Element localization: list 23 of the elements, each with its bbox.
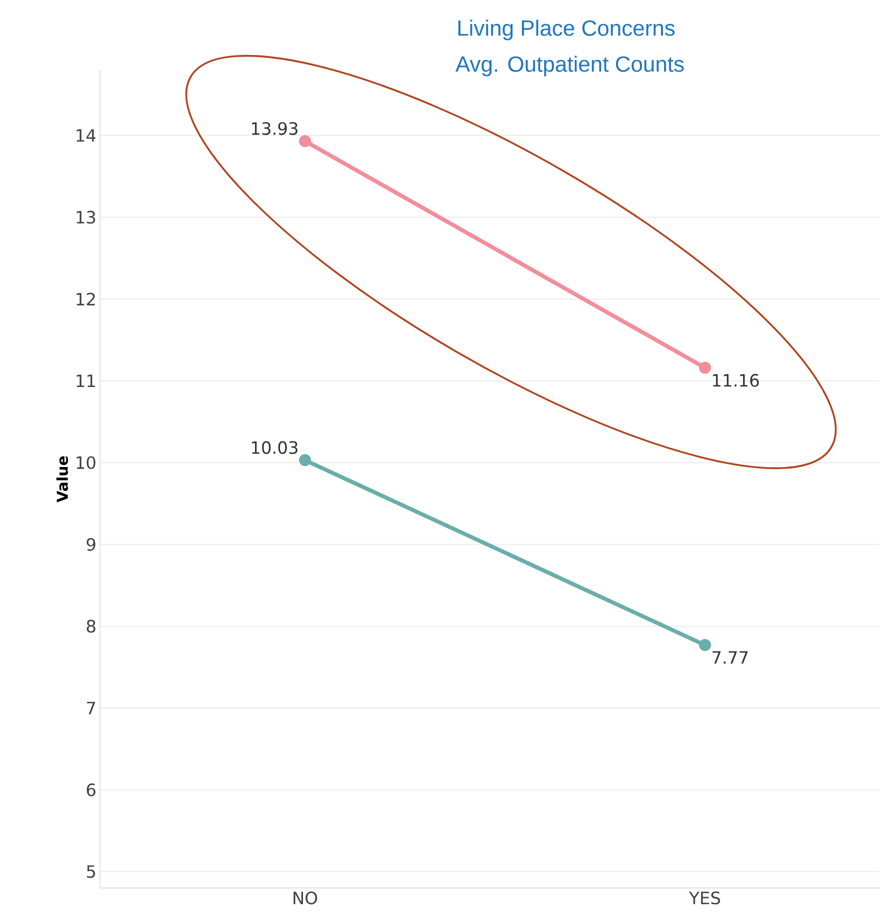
data-label: 10.03 <box>252 441 298 454</box>
data-label: 11.16 <box>713 374 759 387</box>
chart-subtitle: Avg. Outpatient Counts <box>455 56 684 76</box>
y-tick-label: 5 <box>86 865 95 878</box>
data-label: 13.93 <box>252 122 298 135</box>
y-tick-label: 6 <box>86 783 96 796</box>
x-tick-label: YES <box>689 892 720 904</box>
x-tick-label: NO <box>294 892 318 904</box>
y-axis-title: Value <box>56 456 68 502</box>
y-tick-label: 12 <box>76 292 95 306</box>
y-tick-label: 13 <box>76 210 96 224</box>
chart-title: Living Place Concerns <box>458 20 675 40</box>
y-tick-label: 14 <box>76 129 96 142</box>
y-tick-label: 7 <box>87 702 96 714</box>
y-tick-label: 9 <box>86 538 96 551</box>
point <box>299 454 311 466</box>
point <box>699 639 711 652</box>
y-tick-label: 11 <box>76 374 95 388</box>
data-label: 7.77 <box>712 651 748 664</box>
y-tick-label: 10 <box>76 456 96 470</box>
y-tick-label: 8 <box>86 620 96 633</box>
point <box>299 135 311 148</box>
point <box>699 362 711 374</box>
